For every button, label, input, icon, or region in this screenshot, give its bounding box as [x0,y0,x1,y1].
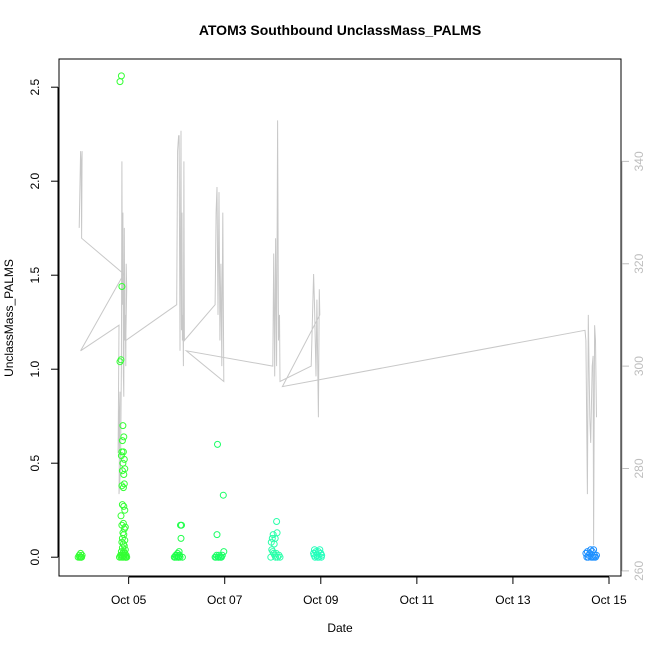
scatter-group-4 [267,518,284,561]
scatter-point [118,283,126,290]
scatter-point [176,553,184,561]
y-tick-label: 1.0 [28,361,42,378]
scatter-point [315,553,323,561]
scatter-point [118,501,126,509]
scatter-point [118,437,126,445]
scatter-point [217,553,225,561]
scatter-point [117,72,125,80]
scatter-point [273,529,281,537]
plot-frame [58,58,622,577]
x-axis: Oct 05 Oct 07 Oct 09 Oct 11 Oct 13 Oct 15 [111,576,627,607]
scatter-point [274,553,282,561]
x-tick-label: Oct 05 [111,593,147,607]
y-axis: 0.0 0.5 1.0 1.5 2.0 2.5 [28,79,59,566]
scatter-group-6 [582,546,600,561]
scatter-point [212,553,220,561]
scatter-point [219,491,227,499]
scatter-point [120,433,128,441]
scatter-group-1 [116,72,131,561]
scatter-point [118,521,126,529]
y-tick-label: 1.5 [28,267,42,284]
scatter-point [119,448,127,456]
x-tick-label: Oct 09 [303,593,339,607]
x-tick-label: Oct 11 [400,593,435,607]
y2-tick-label: 340 [632,151,646,171]
y-axis-label: UnclassMass_PALMS [2,259,16,377]
y2-tick-label: 260 [632,561,646,581]
scatter-point [123,553,131,561]
scatter-point [121,465,129,473]
scatter-point [272,549,280,557]
scatter-point [220,548,228,556]
y2-axis: 260 280 300 320 340 [621,151,646,581]
scatter-point [120,455,128,463]
scatter-group-0 [74,549,86,561]
scatter-point [310,551,318,559]
y-tick-label: 0.0 [28,549,42,566]
x-tick-label: Oct 13 [495,593,531,607]
scatter-point [272,553,280,561]
chart-title: ATOM3 Southbound UnclassMass_PALMS [199,22,481,38]
scatter-point [117,512,125,520]
y-tick-label: 2.5 [28,79,42,96]
scatter-point [276,553,284,561]
scatter-point [317,553,325,561]
scatter-point [177,534,185,542]
scatter-point [116,358,124,366]
x-tick-label: Oct 15 [591,593,627,607]
x-tick-label: Oct 07 [207,593,243,607]
scatter-point [76,553,84,561]
y-tick-label: 2.0 [28,173,42,190]
scatter-point [121,523,129,531]
scatter-group-3 [211,440,228,561]
x-axis-label: Date [327,621,353,635]
secondary-series-line [78,120,597,546]
scatter-point [120,480,128,488]
y2-tick-label: 300 [632,356,646,376]
secondary-line-layer [78,120,597,546]
scatter-point [587,546,595,554]
scatter-point [121,506,129,514]
scatter-point [215,553,222,561]
scatter-point [171,553,179,561]
scatter-point [120,502,128,510]
scatter-group-5 [310,546,326,561]
y2-tick-label: 280 [632,458,646,478]
scatter-point [178,521,185,529]
scatter-point [77,549,85,557]
scatter-layer [74,72,600,561]
scatter-point [593,551,600,559]
scatter-point [214,440,221,448]
y-tick-label: 0.5 [28,455,42,472]
scatter-point [267,553,275,561]
scatter-point [119,422,127,430]
scatter-point [273,518,281,525]
scatter-point [116,553,123,561]
y2-tick-label: 320 [632,253,646,273]
scatter-point [213,531,221,539]
scatter-group-2 [170,521,186,561]
scatter-point [270,540,278,548]
scatter-point [269,531,277,539]
scatter-point [119,484,127,492]
